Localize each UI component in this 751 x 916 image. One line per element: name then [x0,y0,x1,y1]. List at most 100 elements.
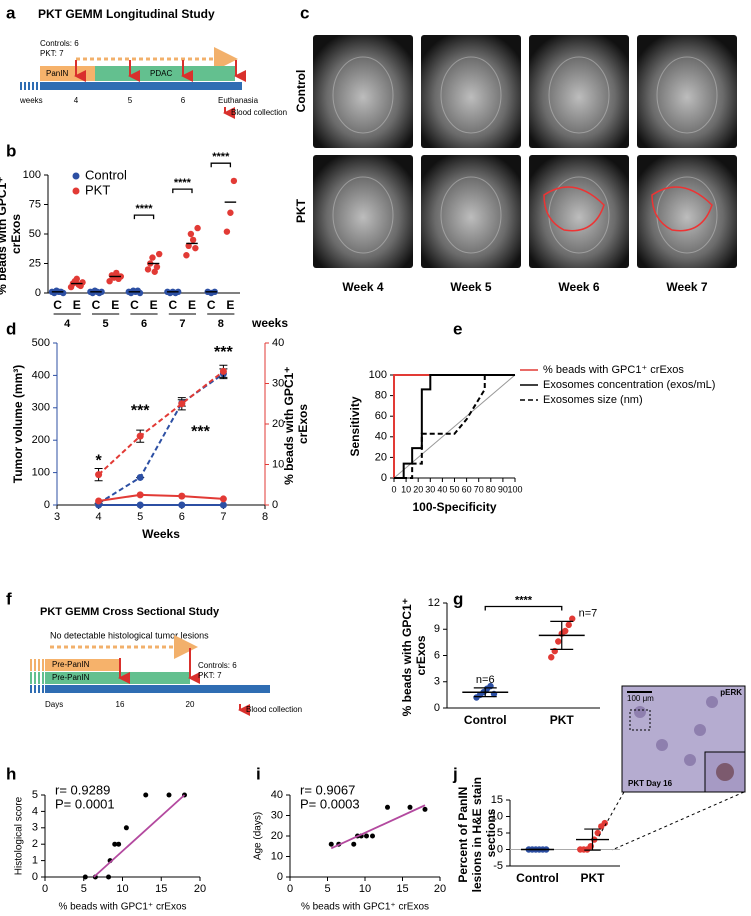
axis-label: Days [45,700,63,709]
significance-label: **** [212,151,230,163]
y-axis-label: Age (days) [253,812,264,860]
x-axis-label: % beads with GPC1⁺ crExos [58,902,186,913]
x-tick-label: E [111,298,119,312]
x-tick-label: 20 [194,883,206,895]
dot [230,177,238,185]
y-tick-label: 100 [369,369,387,381]
series-line [97,370,225,476]
significance-bracket [210,162,232,168]
point [136,491,144,499]
y-tick-label: 10 [271,850,283,862]
dot [60,289,67,297]
x-axis-label: Weeks [142,527,180,541]
y-tick-label: 100 [32,467,50,479]
point [123,825,129,831]
point [351,841,357,847]
dot [153,263,161,271]
group-label: 4 [64,318,71,330]
y-tick-label: 80 [375,390,387,402]
y-tick-label: 75 [29,198,41,210]
group-label: 5 [103,318,109,330]
point [136,432,144,440]
y-tick-label: 0 [497,843,503,855]
y-tick-label: -5 [493,860,503,872]
point [136,473,144,481]
y-tick-label: 0 [277,871,283,883]
group-label: 6 [141,318,147,330]
y-tick-label: 60 [375,410,387,422]
significance-label: *** [131,402,150,419]
dot [192,244,199,252]
y-tick-label: 40 [375,431,387,443]
dot [562,627,569,635]
x-tick-label: 4 [96,511,102,523]
dot [113,269,120,277]
dot [149,254,156,261]
y-tick-label: 5 [497,827,503,839]
dot [565,621,572,629]
mri-image [529,35,629,148]
legend-label: Blood collection [231,108,287,117]
point [219,367,227,375]
y-axis-label: % beads with GPC1⁺ crExos [0,173,23,295]
point [95,497,103,505]
annotation: n=6 [476,674,495,686]
x-tick-label: E [150,298,158,312]
timeline-bar [40,82,242,90]
y-tick-label: 40 [272,337,284,349]
mri-image [637,155,737,268]
point [219,495,227,503]
x-tick-label: 0 [287,883,293,895]
y-tick-label: 0 [32,871,38,883]
significance-bracket [484,605,563,611]
point [407,804,413,810]
x-tick-label: 20 [434,883,446,895]
series-line [98,493,224,502]
tick-label: 20 [186,700,195,709]
y-tick-label: 300 [32,402,50,414]
tick-label: 5 [128,96,133,105]
dot [194,224,201,232]
y-axis-label: Sensitivity [348,396,362,456]
point [178,400,186,408]
point [143,792,149,798]
point [385,804,390,810]
x-tick-label: 8 [262,511,268,523]
column-label: Week 7 [666,280,707,294]
dot [569,615,576,622]
panel-label: j [452,764,458,783]
y-tick-label: 4 [32,805,38,817]
dot [156,250,163,258]
tumor-outline [651,186,713,232]
y-axis-label: Tumor volume (mm³) [11,365,25,483]
x-tick-label: 40 [437,484,447,494]
y-tick-label: 3 [434,676,440,688]
significance-label: **** [174,177,192,189]
blood-arrows [118,648,200,684]
tick-label: 4 [74,96,79,105]
panel-label: g [453,589,463,608]
group-label: Controls: 6 [198,661,237,670]
mri-image [421,155,521,268]
inset-label: pERK [720,688,742,697]
dot [185,242,192,249]
mri-detail [548,56,610,134]
y-tick-label: 20 [271,830,283,842]
tick-label: 16 [116,700,125,709]
dot [223,228,231,235]
dot [555,638,562,645]
x-tick-label: 10 [116,883,128,895]
panel-label: c [300,3,309,22]
y-tick-label: 0 [434,702,440,714]
row-label: Control [294,70,308,113]
point [178,492,186,500]
zoom-line [597,791,745,851]
point [116,841,122,847]
zoom-box [629,709,651,731]
y-tick-label: 0 [35,287,41,299]
y-tick-label: 0 [381,472,387,484]
x-tick-label: E [188,298,196,312]
diagram-note: No detectable histological tumor lesions [50,630,209,640]
study-diagram-f: PKT GEMM Cross Sectional Study No detect… [30,606,302,716]
point [112,841,118,847]
